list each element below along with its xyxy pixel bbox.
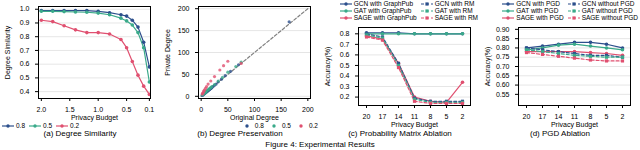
svg-text:17: 17 <box>379 113 387 120</box>
svg-text:0.2: 0.2 <box>340 93 350 100</box>
svg-text:14: 14 <box>555 113 563 120</box>
html-text:SAGE with PGD: SAGE with PGD <box>516 14 564 21</box>
svg-text:0: 0 <box>186 93 190 100</box>
svg-text:0.8: 0.8 <box>340 30 350 37</box>
html-text:SAGE with GraphPub: SAGE with GraphPub <box>353 14 417 21</box>
svg-text:Privacy Budget: Privacy Budget <box>551 121 598 129</box>
svg-text:8: 8 <box>589 113 593 120</box>
svg-text:11: 11 <box>411 113 418 120</box>
svg-text:100: 100 <box>249 106 261 113</box>
html-text:GAT without PGD: GAT without PGD <box>581 7 633 14</box>
svg-text:100: 100 <box>178 49 190 56</box>
svg-text:0.85: 0.85 <box>496 35 510 42</box>
svg-text:0.75: 0.75 <box>496 53 510 60</box>
html-text:GAT with RM: GAT with RM <box>434 7 473 14</box>
svg-text:50: 50 <box>182 71 190 78</box>
html-text:(d) PGD Ablation: (d) PGD Ablation <box>530 129 590 138</box>
svg-text:2.0: 2.0 <box>36 106 46 113</box>
html-text:GCN with PGD: GCN with PGD <box>516 0 560 7</box>
svg-text:0.9: 0.9 <box>20 19 30 26</box>
svg-text:150: 150 <box>275 106 287 113</box>
html-text:SAGE without PGD: SAGE without PGD <box>581 14 638 21</box>
svg-text:17: 17 <box>539 113 547 120</box>
svg-text:2: 2 <box>621 113 625 120</box>
svg-text:20: 20 <box>363 113 371 120</box>
svg-text:150: 150 <box>178 27 190 34</box>
svg-text:0.4: 0.4 <box>340 72 350 79</box>
html-text:Figure 4: Experimental Results: Figure 4: Experimental Results <box>265 140 375 149</box>
svg-text:Accuracy(%): Accuracy(%) <box>324 47 332 87</box>
svg-text:8: 8 <box>429 113 433 120</box>
html-text:(a) Degree Similarity: (a) Degree Similarity <box>43 129 117 138</box>
svg-text:200: 200 <box>302 106 314 113</box>
svg-text:0.5: 0.5 <box>20 74 30 81</box>
svg-text:0.90: 0.90 <box>496 26 510 33</box>
html-text:0.8: 0.8 <box>16 122 25 129</box>
html-text:GAT with GraphPub: GAT with GraphPub <box>353 7 412 14</box>
html-text:GCN with GraphPub: GCN with GraphPub <box>353 0 413 7</box>
svg-text:1.5: 1.5 <box>65 106 75 113</box>
html-text:GCN without PGD: GCN without PGD <box>581 0 635 7</box>
svg-text:Original Degree: Original Degree <box>230 114 279 122</box>
html-text:SAGE with RM: SAGE with RM <box>434 14 478 21</box>
svg-text:1.0: 1.0 <box>93 106 103 113</box>
svg-text:11: 11 <box>571 113 578 120</box>
html-text:(c) Probability Matrix Ablatio: (c) Probability Matrix Ablation <box>348 129 452 138</box>
svg-text:0.65: 0.65 <box>496 72 510 79</box>
svg-text:Degree Similarity: Degree Similarity <box>4 25 12 79</box>
svg-text:5: 5 <box>445 113 449 120</box>
svg-text:0: 0 <box>199 106 203 113</box>
svg-text:0.5: 0.5 <box>122 106 132 113</box>
svg-text:Accuracy(%): Accuracy(%) <box>484 47 492 87</box>
svg-text:20: 20 <box>523 113 531 120</box>
svg-text:200: 200 <box>178 5 190 12</box>
html-text:(b) Degree Preservation: (b) Degree Preservation <box>197 129 283 138</box>
svg-text:0.5: 0.5 <box>340 62 350 69</box>
html-text:GCN with RM: GCN with RM <box>434 0 475 7</box>
svg-text:0.70: 0.70 <box>496 63 510 70</box>
svg-text:5: 5 <box>605 113 609 120</box>
svg-text:50: 50 <box>224 106 232 113</box>
html-text:0.5: 0.5 <box>43 122 53 129</box>
svg-text:0.8: 0.8 <box>20 33 30 40</box>
svg-text:Private Degree: Private Degree <box>164 29 172 76</box>
svg-text:0.55: 0.55 <box>496 91 510 98</box>
svg-text:1.0: 1.0 <box>20 5 30 12</box>
svg-text:0.7: 0.7 <box>340 41 350 48</box>
html-text:0.2: 0.2 <box>309 122 318 129</box>
svg-text:2: 2 <box>461 113 465 120</box>
html-text:0.5: 0.5 <box>281 122 291 129</box>
html-text:0.2: 0.2 <box>70 122 80 129</box>
html-text:0.8: 0.8 <box>254 122 264 129</box>
svg-text:0.1: 0.1 <box>144 106 154 113</box>
html-text:GAT with PGD: GAT with PGD <box>516 7 559 14</box>
svg-text:0.6: 0.6 <box>340 51 350 58</box>
svg-text:0.6: 0.6 <box>20 60 30 67</box>
svg-text:Privacy Budget: Privacy Budget <box>71 114 118 122</box>
svg-text:0.3: 0.3 <box>340 83 350 90</box>
svg-text:0.4: 0.4 <box>20 88 30 95</box>
svg-text:0.80: 0.80 <box>496 44 510 51</box>
svg-text:0.60: 0.60 <box>496 81 510 88</box>
svg-text:Privacy Budget: Privacy Budget <box>391 121 438 129</box>
svg-text:0.7: 0.7 <box>20 47 30 54</box>
svg-text:14: 14 <box>395 113 403 120</box>
